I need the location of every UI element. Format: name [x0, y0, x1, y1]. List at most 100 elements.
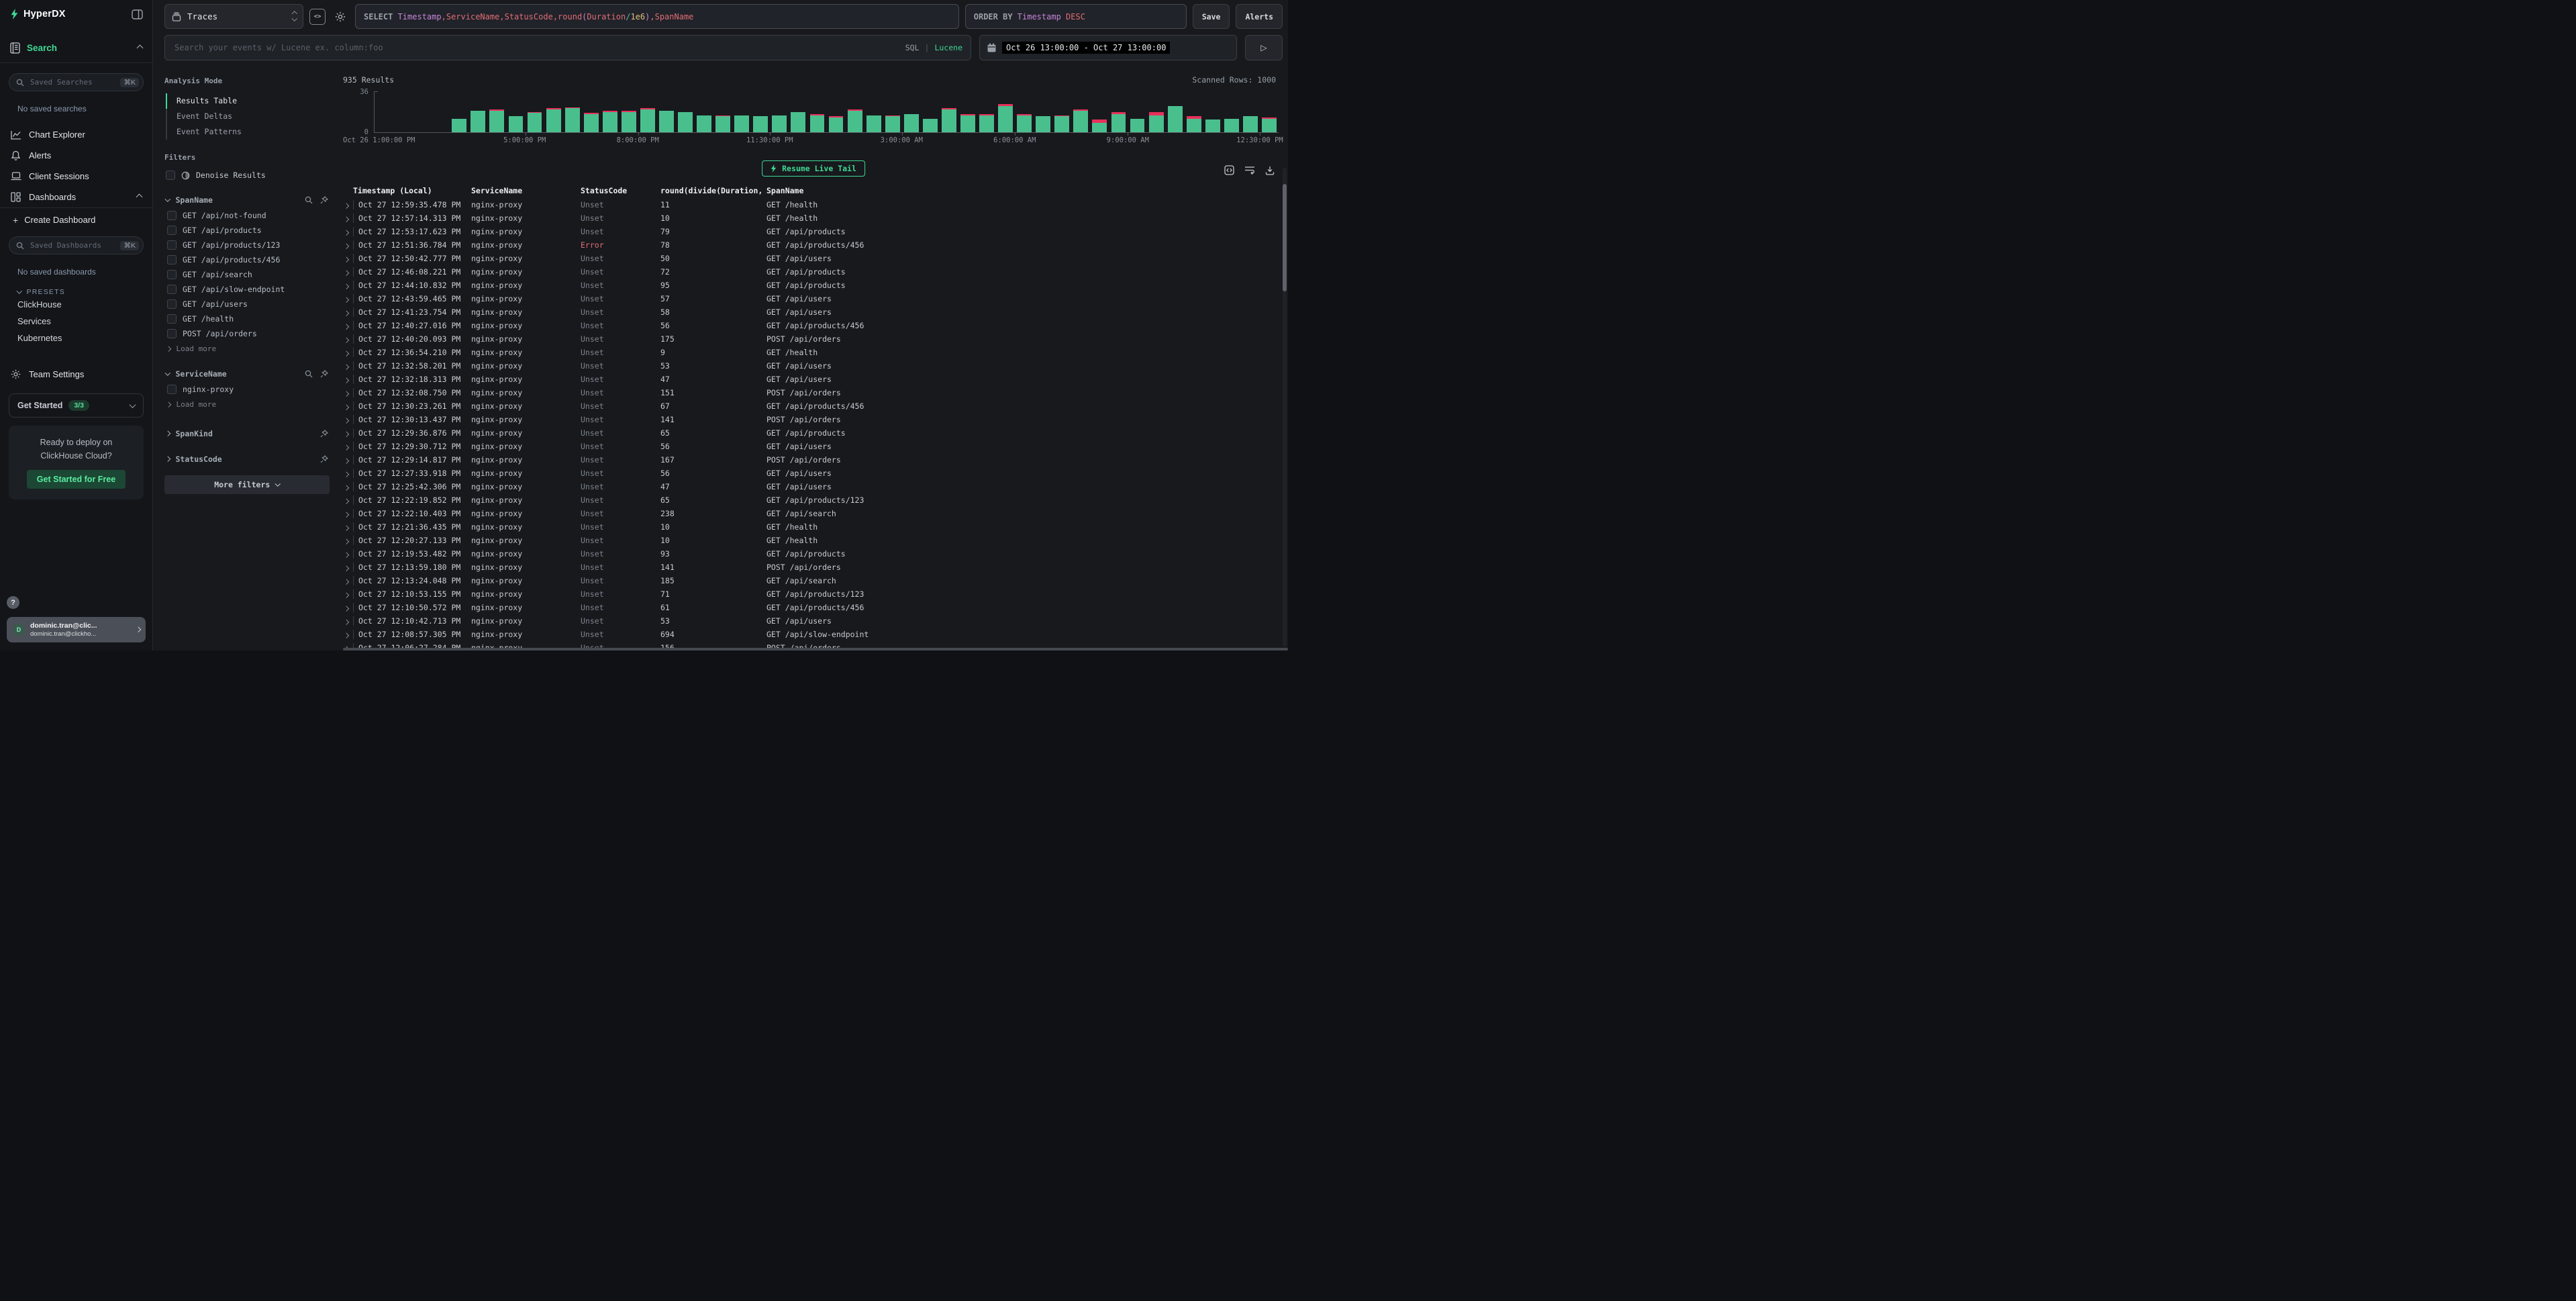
table-row[interactable]: Oct 27 12:32:08.750 PM nginx-proxy Unset 15…: [343, 386, 1281, 399]
horizontal-scrollbar[interactable]: [343, 648, 1288, 650]
checkbox[interactable]: [167, 255, 177, 264]
checkbox[interactable]: [167, 240, 177, 250]
run-query-button[interactable]: ▷: [1245, 35, 1283, 60]
checkbox[interactable]: [167, 211, 177, 220]
row-expand-chevron[interactable]: [343, 200, 353, 209]
get-started-accordion[interactable]: Get Started 3/3: [9, 393, 144, 418]
table-row[interactable]: Oct 27 12:51:36.784 PM nginx-proxy Error 78…: [343, 238, 1281, 252]
date-range-picker[interactable]: Oct 26 13:00:00 - Oct 27 13:00:00: [979, 35, 1237, 60]
filter-value-item[interactable]: nginx-proxy: [164, 382, 330, 397]
vertical-scrollbar-track[interactable]: [1283, 168, 1287, 646]
row-expand-chevron[interactable]: [343, 348, 353, 357]
filter-value-item[interactable]: GET /api/products/123: [164, 238, 330, 252]
column-header-servicename[interactable]: ServiceName: [471, 186, 581, 195]
table-row[interactable]: Oct 27 12:44:10.832 PM nginx-proxy Unset 95…: [343, 279, 1281, 292]
code-box-icon[interactable]: [1224, 165, 1234, 175]
table-row[interactable]: Oct 27 12:25:42.306 PM nginx-proxy Unset 47…: [343, 480, 1281, 493]
filter-value-item[interactable]: GET /api/slow-endpoint: [164, 282, 330, 297]
analysis-mode-results-table[interactable]: Results Table: [166, 93, 330, 109]
load-more-button[interactable]: Load more: [164, 397, 330, 412]
row-expand-chevron[interactable]: [343, 482, 353, 491]
chevron-up-icon[interactable]: [136, 44, 144, 52]
row-expand-chevron[interactable]: [343, 442, 353, 451]
row-expand-chevron[interactable]: [343, 375, 353, 384]
row-expand-chevron[interactable]: [343, 469, 353, 478]
preset-item-clickhouse[interactable]: ClickHouse: [17, 299, 62, 309]
gear-icon[interactable]: [332, 4, 349, 29]
row-expand-chevron[interactable]: [343, 603, 353, 612]
table-row[interactable]: Oct 27 12:29:36.876 PM nginx-proxy Unset 65…: [343, 426, 1281, 440]
table-row[interactable]: Oct 27 12:50:42.777 PM nginx-proxy Unset 50…: [343, 252, 1281, 265]
sidebar-item-team-settings[interactable]: Team Settings: [0, 364, 152, 385]
row-expand-chevron[interactable]: [343, 576, 353, 585]
checkbox[interactable]: [167, 329, 177, 338]
table-row[interactable]: Oct 27 12:57:14.313 PM nginx-proxy Unset 10…: [343, 211, 1281, 225]
row-expand-chevron[interactable]: [343, 455, 353, 465]
source-select[interactable]: Traces: [164, 4, 303, 29]
download-icon[interactable]: [1265, 166, 1275, 175]
row-expand-chevron[interactable]: [343, 630, 353, 639]
sidebar-item-chart-explorer[interactable]: Chart Explorer: [0, 124, 152, 145]
filter-value-item[interactable]: POST /api/orders: [164, 326, 330, 341]
user-menu[interactable]: D dominic.tran@clic... dominic.tran@clic…: [7, 617, 146, 642]
lang-sql-option[interactable]: SQL: [905, 43, 920, 52]
analysis-mode-event-patterns[interactable]: Event Patterns: [166, 124, 330, 140]
table-row[interactable]: Oct 27 12:06:27.284 PM nginx-proxy Unset 15…: [343, 641, 1281, 648]
search-icon[interactable]: [305, 370, 313, 378]
row-expand-chevron[interactable]: [343, 240, 353, 250]
checkbox[interactable]: [167, 285, 177, 294]
table-row[interactable]: Oct 27 12:43:59.465 PM nginx-proxy Unset 57…: [343, 292, 1281, 305]
saved-dashboards-input[interactable]: ⌘K: [9, 236, 144, 254]
row-expand-chevron[interactable]: [343, 361, 353, 371]
column-header-statuscode[interactable]: StatusCode: [581, 186, 660, 195]
row-expand-chevron[interactable]: [343, 643, 353, 648]
table-row[interactable]: Oct 27 12:29:30.712 PM nginx-proxy Unset 56…: [343, 440, 1281, 453]
filter-group-header[interactable]: SpanKind: [164, 426, 330, 442]
denoise-results-toggle[interactable]: Denoise Results: [166, 171, 330, 180]
checkbox[interactable]: [166, 171, 175, 180]
saved-searches-field[interactable]: [29, 77, 116, 87]
table-row[interactable]: Oct 27 12:40:20.093 PM nginx-proxy Unset 17…: [343, 332, 1281, 346]
table-row[interactable]: Oct 27 12:22:10.403 PM nginx-proxy Unset 23…: [343, 507, 1281, 520]
alerts-button[interactable]: Alerts: [1236, 4, 1283, 29]
table-row[interactable]: Oct 27 12:29:14.817 PM nginx-proxy Unset 16…: [343, 453, 1281, 467]
table-row[interactable]: Oct 27 12:46:08.221 PM nginx-proxy Unset 72…: [343, 265, 1281, 279]
table-row[interactable]: Oct 27 12:13:24.048 PM nginx-proxy Unset 18…: [343, 574, 1281, 587]
sidebar-item-client-sessions[interactable]: Client Sessions: [0, 166, 152, 187]
row-expand-chevron[interactable]: [343, 254, 353, 263]
table-row[interactable]: Oct 27 12:32:18.313 PM nginx-proxy Unset 47…: [343, 373, 1281, 386]
filter-value-item[interactable]: GET /health: [164, 311, 330, 326]
table-row[interactable]: Oct 27 12:22:19.852 PM nginx-proxy Unset 65…: [343, 493, 1281, 507]
row-expand-chevron[interactable]: [343, 509, 353, 518]
pin-icon[interactable]: [320, 430, 328, 438]
checkbox[interactable]: [167, 226, 177, 235]
checkbox[interactable]: [167, 385, 177, 394]
sql-mode-icon[interactable]: <>: [309, 8, 326, 25]
table-row[interactable]: Oct 27 12:30:13.437 PM nginx-proxy Unset 14…: [343, 413, 1281, 426]
table-row[interactable]: Oct 27 12:32:58.201 PM nginx-proxy Unset 53…: [343, 359, 1281, 373]
presets-toggle[interactable]: PRESETS: [16, 288, 152, 296]
filter-group-header[interactable]: ServiceName: [164, 366, 330, 382]
saved-dashboards-field[interactable]: [29, 240, 116, 250]
sidebar-item-dashboards[interactable]: Dashboards: [0, 187, 152, 207]
preset-item-services[interactable]: Services: [17, 316, 51, 326]
get-started-free-button[interactable]: Get Started for Free: [26, 470, 126, 489]
table-row[interactable]: Oct 27 12:41:23.754 PM nginx-proxy Unset 58…: [343, 305, 1281, 319]
column-header-spanname[interactable]: SpanName: [766, 186, 1281, 195]
filter-value-item[interactable]: GET /api/users: [164, 297, 330, 311]
table-row[interactable]: Oct 27 12:30:23.261 PM nginx-proxy Unset 67…: [343, 399, 1281, 413]
create-dashboard-button[interactable]: + Create Dashboard: [0, 208, 152, 226]
histogram-plot[interactable]: [374, 91, 1279, 136]
checkbox[interactable]: [167, 299, 177, 309]
chevron-up-icon[interactable]: [136, 193, 143, 201]
pin-icon[interactable]: [320, 196, 328, 204]
lang-lucene-option[interactable]: Lucene: [934, 43, 962, 52]
row-expand-chevron[interactable]: [343, 213, 353, 223]
event-search-field[interactable]: [173, 42, 899, 53]
table-row[interactable]: Oct 27 12:08:57.305 PM nginx-proxy Unset 69…: [343, 628, 1281, 641]
table-row[interactable]: Oct 27 12:10:50.572 PM nginx-proxy Unset 61…: [343, 601, 1281, 614]
filter-group-header[interactable]: SpanName: [164, 192, 330, 208]
sidebar-item-search[interactable]: Search: [10, 42, 144, 62]
row-expand-chevron[interactable]: [343, 294, 353, 303]
row-expand-chevron[interactable]: [343, 415, 353, 424]
